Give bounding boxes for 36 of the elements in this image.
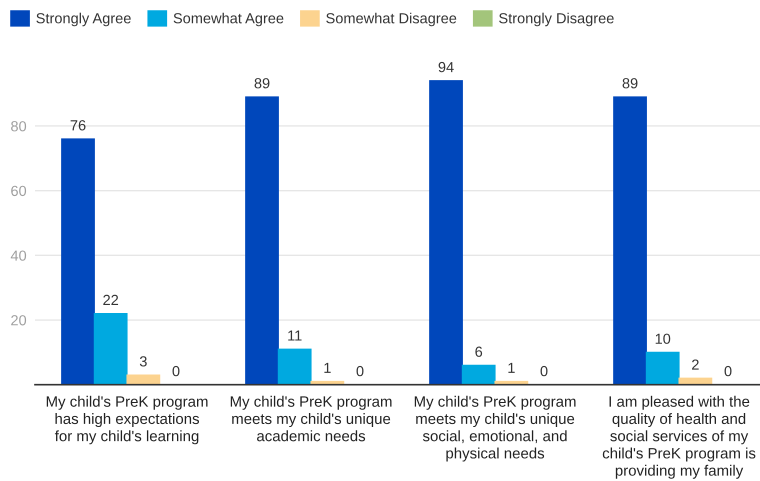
data-label: 11 [288,330,302,341]
bar [94,312,128,386]
legend-label: Somewhat Disagree [326,12,456,26]
x-tick-label: My child's PreK program has high expectations for my child's learning [46,396,208,444]
legend-label: Strongly Agree [36,12,131,26]
x-tick-label: My child's PreK program meets my child's unique academic needs [230,396,392,442]
y-tick-label: 80 [11,121,26,132]
legend-label: Somewhat Agree [174,12,284,26]
bar [61,138,95,386]
data-label: 10 [656,334,670,344]
data-label: 3 [140,356,147,367]
data-label: 22 [103,294,118,305]
x-tick-label: My child's PreK program meets my child's unique social, emotional, and physical needs [414,396,576,462]
data-label: 0 [540,366,548,376]
data-label: 6 [475,346,482,357]
data-label: 1 [324,362,331,373]
data-label: 89 [254,78,270,88]
bar [278,348,312,386]
data-label: 2 [692,359,699,370]
bar [462,364,496,386]
y-tick-label: 20 [11,315,26,326]
bar [245,96,279,386]
y-tick-label: 40 [10,250,26,261]
data-label: 0 [172,366,180,376]
legend-label: Strongly Disagree [499,12,614,26]
bar [646,352,680,386]
data-label: 0 [356,366,364,376]
data-label: 94 [438,62,454,72]
bar [613,96,647,386]
y-tick-label: 60 [11,186,26,196]
data-label: 1 [508,362,515,373]
data-label: 89 [622,78,638,88]
data-label: 0 [724,366,732,376]
x-tick-label: I am pleased with the quality of health and social services of my child's PreK program is providing my family [602,396,756,479]
bar [429,80,463,386]
data-label: 76 [70,120,86,130]
